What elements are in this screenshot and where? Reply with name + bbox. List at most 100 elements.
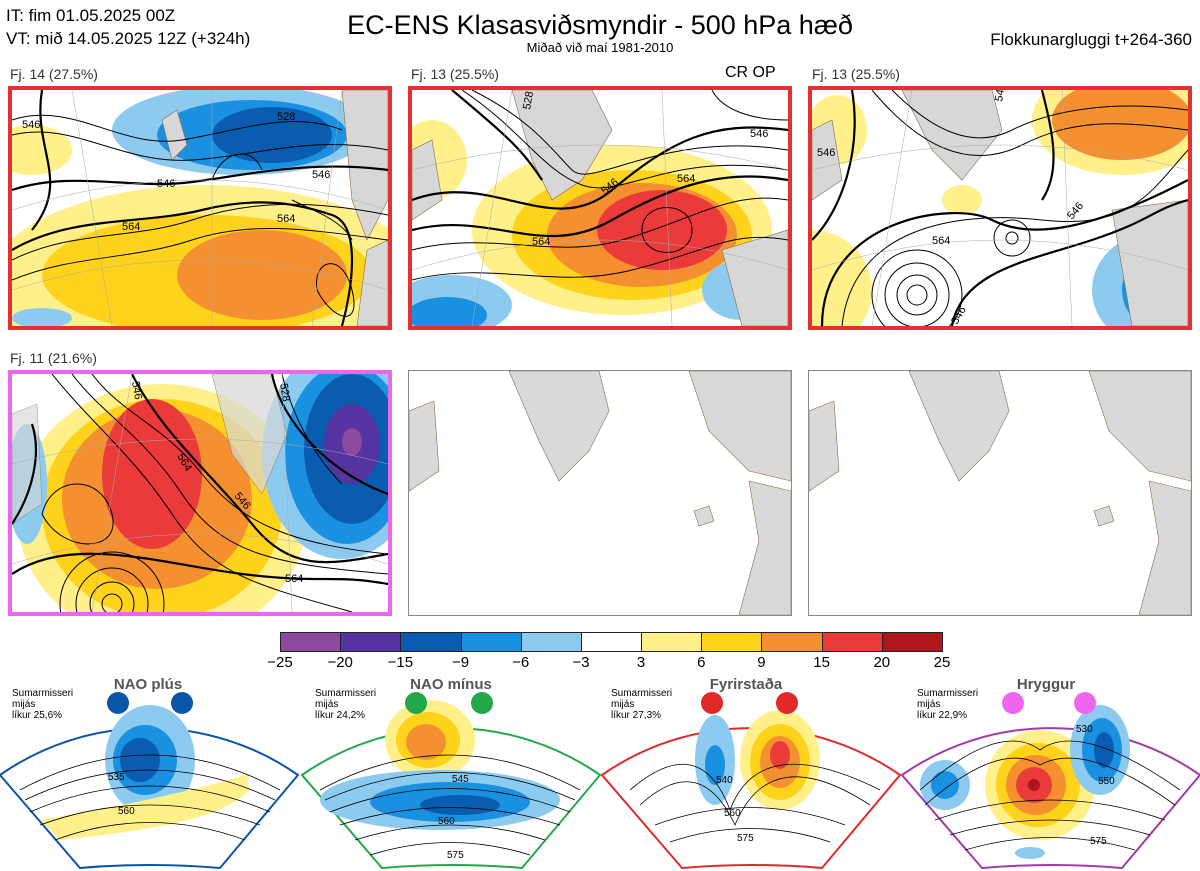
colorbar-tick-label: −20 — [327, 654, 353, 671]
regime-dot — [471, 692, 493, 714]
contour-label: 564 — [932, 235, 950, 247]
contour-label: 560 — [724, 808, 741, 819]
contour-label: 530 — [1076, 724, 1093, 735]
regime-info-nao-plus: Sumarmisseri mijás líkur 25,6% — [12, 688, 73, 721]
colorbar-swatch — [400, 632, 462, 652]
regime-nao-minus-map: 545 560 575 — [300, 700, 602, 870]
contour-label: 546 — [129, 380, 144, 400]
init-time: IT: fim 01.05.2025 00Z — [6, 6, 176, 25]
cluster-map-1[interactable]: 546 546 546 528 564 564 — [8, 86, 392, 330]
regime-name-nao-plus: NAO plús — [113, 676, 183, 693]
contour-label: 540 — [716, 775, 733, 786]
regime-dot — [107, 692, 129, 714]
regime-dot — [405, 692, 427, 714]
colorbar-tick-label: 9 — [757, 654, 766, 671]
contour-label: 528 — [521, 90, 536, 110]
colorbar-swatch — [520, 632, 582, 652]
contour-label: 546 — [993, 90, 1008, 103]
regime-season-sub: mijás — [315, 699, 339, 710]
regime-name-blocking: Fyrirstaða — [709, 676, 783, 693]
contour-label: 564 — [677, 173, 695, 185]
contour-label: 575 — [1090, 836, 1107, 847]
colorbar-tick-label: −25 — [267, 654, 293, 671]
regime-blocking-map: 540 560 575 — [600, 710, 902, 870]
regime-probability: líkur 25,6% — [12, 710, 63, 721]
regime-info-blocking: Sumarmisseri mijás líkur 27,3% — [611, 688, 672, 721]
contour-label: 564 — [122, 221, 140, 233]
cluster-map-5-empty — [408, 370, 792, 616]
valid-time: VT: mið 14.05.2025 12Z (+324h) — [6, 29, 251, 48]
regime-probability: líkur 24,2% — [315, 710, 366, 721]
contour-label: 550 — [1098, 776, 1115, 787]
chart-title: EC-ENS Klasasviðsmyndir - 500 hPa hæð — [347, 10, 853, 40]
regime-season-sub: mijás — [917, 699, 941, 710]
regime-season: Sumarmisseri — [611, 688, 673, 699]
contour-label: 564 — [277, 213, 295, 225]
regime-season: Sumarmisseri — [12, 688, 74, 699]
cluster-map-4[interactable]: 546 564 546 564 528 — [8, 370, 392, 616]
anomaly-orange — [177, 230, 347, 320]
cluster-map-6-empty — [808, 370, 1192, 616]
regime-ridge-map: 530 550 575 — [900, 705, 1200, 870]
contour-label: 575 — [447, 850, 464, 861]
contour-label: 564 — [532, 236, 550, 248]
contour-label: 546 — [22, 119, 40, 131]
regime-maps: 535 560 545 560 575 540 56 — [0, 700, 1200, 870]
cluster-map-3[interactable]: 546 546 546 564 546 — [808, 86, 1192, 330]
regime-season: Sumarmisseri — [315, 688, 377, 699]
regime-probability: líkur 22,9% — [917, 710, 968, 721]
regime-dot — [171, 692, 193, 714]
colorbar-tick-label: 15 — [813, 654, 830, 671]
regime-dot — [776, 692, 798, 714]
colorbar-swatch — [701, 632, 763, 652]
contour-label: 564 — [285, 573, 303, 585]
contour-label: 545 — [452, 774, 469, 785]
contour-label: 546 — [157, 178, 175, 190]
colorbar-tick-label: −3 — [572, 654, 590, 671]
colorbar-swatch — [761, 632, 823, 652]
colorbar-tick-label: −9 — [451, 654, 470, 671]
regime-name-nao-minus: NAO mínus — [410, 676, 492, 693]
colorbar-swatch — [580, 632, 643, 652]
panel-1-label: Fj. 14 (27.5%) — [10, 66, 98, 82]
contour-label: 546 — [817, 147, 835, 159]
panel-4-label: Fj. 11 (21.6%) — [10, 350, 97, 366]
colorbar-swatch — [460, 632, 522, 652]
regime-dot — [701, 692, 723, 714]
contour-label: 560 — [438, 816, 455, 827]
contour-label: 528 — [277, 382, 292, 402]
colorbar-tick-label: 6 — [697, 654, 706, 671]
regime-season-sub: mijás — [12, 699, 36, 710]
colorbar-tick-label: −15 — [387, 654, 414, 671]
colorbar-tick-label: 25 — [933, 654, 951, 671]
regime-season-sub: mijás — [611, 699, 635, 710]
colorbar-swatch — [340, 632, 402, 652]
contour-label: 575 — [737, 833, 754, 844]
regime-name-ridge: Hryggur — [1016, 676, 1076, 693]
colorbar-swatch — [280, 632, 342, 652]
panel-3-label: Fj. 13 (25.5%) — [812, 66, 900, 82]
contour-label: 546 — [312, 169, 330, 181]
greenland-landmass — [908, 371, 1010, 482]
regime-info-ridge: Sumarmisseri mijás líkur 22,9% — [917, 688, 978, 721]
regime-info-nao-minus: Sumarmisseri mijás líkur 24,2% — [315, 688, 376, 721]
classification-window: Flokkunargluggi t+264-360 — [990, 30, 1192, 49]
contour-label: 528 — [277, 111, 295, 123]
contour-label: 546 — [750, 128, 768, 140]
colorbar-tick-label: −6 — [512, 654, 530, 671]
colorbar-swatch — [881, 632, 943, 652]
regime-probability: líkur 27,3% — [611, 710, 662, 721]
colorbar-swatch — [821, 632, 883, 652]
greenland-landmass — [508, 371, 610, 482]
panel-2-label: Fj. 13 (25.5%) — [411, 66, 499, 82]
regime-nao-plus-map: 535 560 — [0, 705, 300, 870]
anomaly-dark-blue — [212, 107, 332, 163]
colorbar-swatch — [641, 632, 703, 652]
contour-label: 535 — [108, 772, 125, 783]
regime-dot — [1002, 692, 1024, 714]
cluster-map-2[interactable]: 546 564 564 528 546 — [408, 86, 792, 330]
contour-label: 560 — [118, 806, 135, 817]
regime-dot — [1074, 692, 1096, 714]
chart-subtitle: Miðað við maí 1981-2010 — [526, 40, 674, 55]
colorbar-tick-label: 20 — [873, 654, 891, 671]
